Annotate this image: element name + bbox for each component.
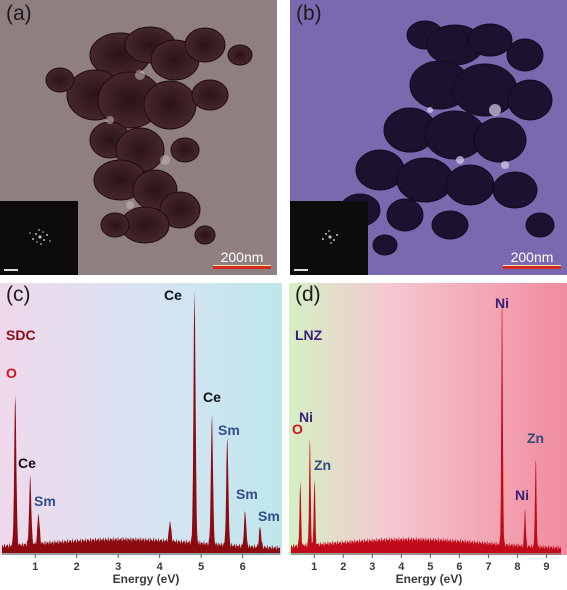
fft-pattern-a	[29, 229, 51, 245]
x-tick-label: 5	[427, 561, 433, 573]
scale-bar-label-b: 200nm	[510, 249, 554, 265]
panel-label-d: (d)	[295, 283, 321, 306]
fft-inset-b	[290, 201, 368, 275]
peak-label-ce: Ce	[18, 455, 36, 471]
fft-pattern-b	[322, 230, 338, 244]
x-tick-label: 1	[32, 561, 38, 573]
peak-label-sm: Sm	[258, 508, 280, 524]
peak-label-ce: Ce	[203, 389, 221, 405]
peak-label-o: O	[6, 365, 17, 381]
peak-label-o: O	[292, 421, 303, 437]
x-tick-label: 3	[369, 561, 375, 573]
scale-bar-line-a	[213, 265, 271, 269]
plot-background-c	[0, 283, 282, 555]
fft-scale-bar-b	[294, 269, 308, 271]
particle-cluster-a	[45, 26, 253, 245]
peak-label-zn: Zn	[314, 457, 332, 473]
x-tick-label: 8	[514, 561, 520, 573]
peak-label-ni: Ni	[515, 487, 529, 503]
tem-image-a: (a) 200nm	[0, 0, 277, 275]
sample-label-lnz: LNZ	[295, 327, 323, 343]
x-tick-label: 4	[157, 561, 164, 573]
panel-label-a: (a)	[6, 2, 32, 25]
peak-label-ce: Ce	[164, 287, 182, 303]
panel-label-c: (c)	[6, 283, 31, 306]
tem-image-b: (b) 200nm	[290, 0, 567, 275]
peak-label-ni: Ni	[299, 409, 313, 425]
fft-inset-a	[0, 201, 78, 275]
x-tick-label: 9	[543, 561, 549, 573]
scale-bar-b: 200nm	[503, 250, 561, 269]
x-axis-title-d: Energy (eV)	[396, 572, 463, 586]
peak-label-ni: Ni	[495, 295, 509, 311]
x-tick-label: 1	[311, 561, 317, 573]
particle-cluster-b	[339, 20, 555, 256]
x-tick-label: 3	[115, 561, 121, 573]
eds-plot-c: 1 2 3 4 5 6 Energy (eV)	[0, 283, 282, 586]
peak-label-sm: Sm	[218, 422, 240, 438]
peak-label-sm: Sm	[34, 493, 56, 509]
peak-label-sm: Sm	[236, 486, 258, 502]
panel-label-b: (b)	[296, 2, 322, 25]
spectrum-trace-c	[2, 289, 280, 553]
fft-scale-bar-a	[4, 269, 18, 271]
x-tick-label: 2	[74, 561, 80, 573]
x-axis-title-c: Energy (eV)	[113, 572, 180, 586]
peak-label-zn: Zn	[527, 430, 545, 446]
eds-plot-d: 1 2 3 4 5 6 7 8 9 Energy (eV)	[289, 283, 567, 586]
sample-label-sdc: SDC	[6, 327, 36, 343]
plot-background-d	[289, 283, 567, 555]
x-tick-label: 6	[456, 561, 462, 573]
x-tick-label: 2	[340, 561, 346, 573]
scale-bar-line-b	[503, 265, 561, 269]
x-tick-label: 7	[485, 561, 491, 573]
scale-bar-a: 200nm	[213, 250, 271, 269]
x-tick-label: 4	[398, 561, 405, 573]
x-tick-label: 5	[198, 561, 204, 573]
x-tick-label: 6	[240, 561, 246, 573]
scale-bar-label-a: 200nm	[220, 249, 264, 265]
